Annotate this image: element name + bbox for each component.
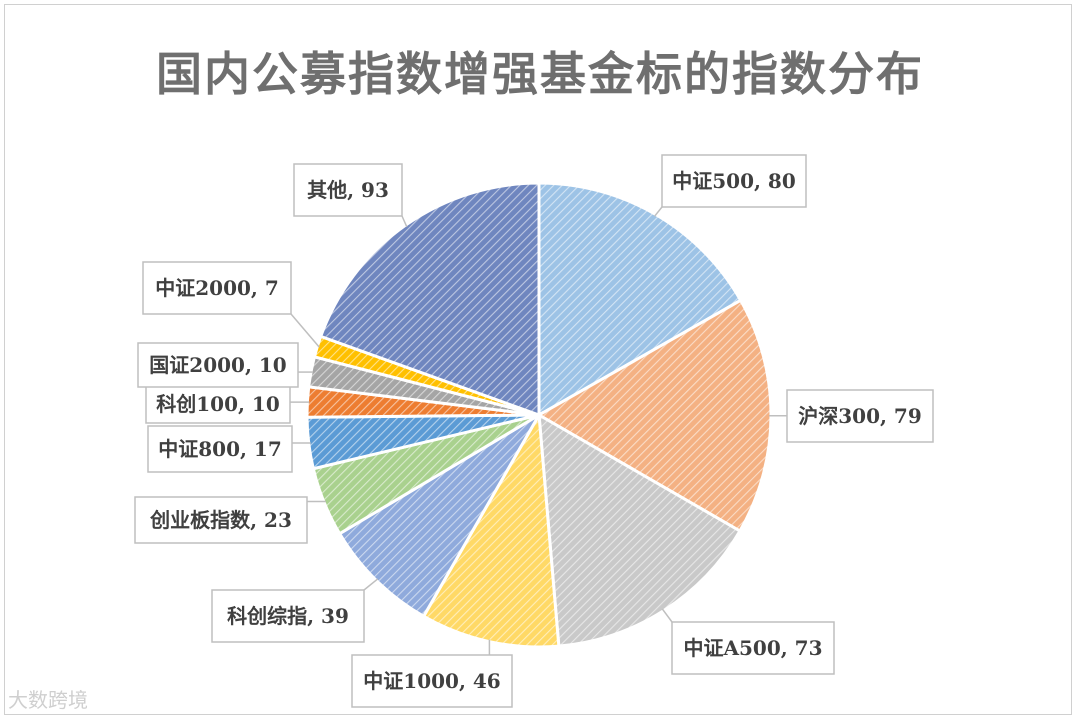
- leader-line: [661, 608, 673, 623]
- data-label: 科创综指, 39: [227, 604, 349, 628]
- data-label-box: [661, 154, 807, 208]
- data-label-box: [211, 589, 365, 643]
- chart-title: 国内公募指数增强基金标的指数分布: [156, 47, 924, 101]
- data-label: 创业板指数, 23: [149, 508, 292, 532]
- data-label: 国证2000, 10: [149, 353, 286, 377]
- data-label-box: [671, 621, 835, 675]
- leader-line: [401, 215, 408, 228]
- data-label: 其他, 93: [307, 178, 389, 202]
- leader-line: [654, 206, 663, 217]
- data-label-box: [147, 425, 293, 473]
- data-label-box: [142, 261, 292, 315]
- data-label: 中证2000, 7: [155, 276, 279, 300]
- watermark: 大数跨境: [8, 688, 88, 712]
- data-label-box: [786, 389, 934, 443]
- data-label-box: [137, 342, 299, 388]
- data-label: 中证1000, 46: [363, 669, 500, 693]
- leader-line: [290, 313, 320, 348]
- data-label: 科创100, 10: [156, 392, 280, 416]
- data-label-box: [293, 163, 403, 217]
- data-label: 中证A500, 73: [683, 636, 822, 660]
- chart-frame: [4, 4, 1072, 715]
- leader-line: [363, 578, 379, 591]
- data-label: 沪深300, 79: [798, 404, 922, 428]
- data-label: 中证800, 17: [158, 437, 282, 461]
- data-label: 中证500, 80: [672, 169, 796, 193]
- data-label-box: [134, 496, 308, 544]
- data-label-box: [351, 654, 513, 708]
